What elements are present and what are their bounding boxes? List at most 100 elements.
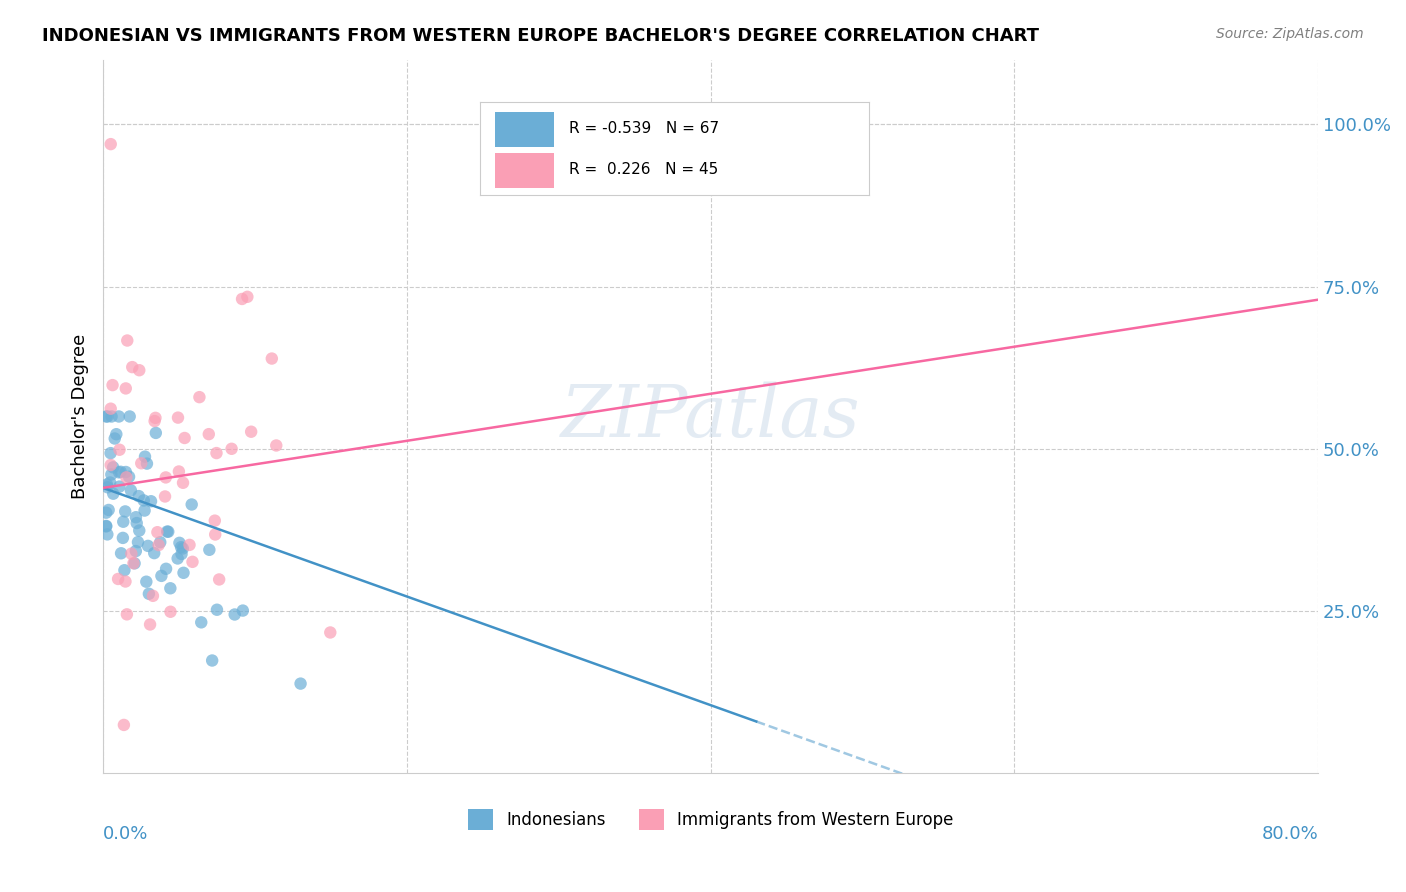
Point [208, 573, 231, 587]
Point [115, 465, 138, 479]
Point [103, 460, 125, 475]
Point [139, 494, 162, 508]
Point [142, 589, 165, 603]
Point [110, 546, 132, 560]
Point [143, 546, 166, 560]
Point [169, 536, 191, 550]
Point [181, 555, 204, 569]
Point [156, 524, 179, 539]
Point [167, 465, 190, 479]
Text: 80.0%: 80.0% [1261, 825, 1319, 843]
Point [188, 390, 211, 404]
Point [319, 625, 342, 640]
Point [108, 466, 131, 480]
Point [96, 409, 118, 424]
Point [115, 470, 138, 484]
Point [155, 562, 177, 576]
Point [112, 718, 135, 732]
Point [112, 563, 135, 577]
Point [172, 541, 194, 556]
Point [120, 483, 142, 498]
Point [138, 587, 160, 601]
Point [96, 409, 118, 424]
Point [143, 414, 166, 428]
Point [153, 490, 176, 504]
Point [108, 409, 131, 424]
Point [100, 401, 122, 416]
Point [124, 557, 146, 571]
Point [125, 516, 148, 530]
Point [100, 137, 122, 152]
Point [121, 360, 143, 375]
Point [205, 603, 228, 617]
Point [167, 410, 190, 425]
Point [264, 438, 287, 452]
Point [198, 542, 221, 557]
Point [159, 582, 181, 596]
Point [128, 363, 150, 377]
Point [236, 290, 259, 304]
Point [224, 607, 246, 622]
Point [173, 431, 195, 445]
Point [96, 527, 118, 541]
Point [118, 469, 141, 483]
Point [205, 446, 228, 460]
Text: ZIPatlas: ZIPatlas [561, 381, 860, 451]
Point [103, 486, 125, 500]
Text: 0.0%: 0.0% [103, 825, 149, 843]
Point [135, 574, 157, 589]
Point [115, 607, 138, 622]
Point [98, 475, 121, 490]
Point [157, 524, 180, 539]
Point [110, 465, 132, 479]
Point [134, 450, 156, 464]
Point [107, 572, 129, 586]
Point [136, 457, 159, 471]
Point [125, 544, 148, 558]
Point [170, 540, 193, 554]
Point [97, 480, 120, 494]
Point [201, 653, 224, 667]
Point [190, 615, 212, 630]
Point [180, 498, 202, 512]
Point [221, 442, 243, 456]
Point [118, 409, 141, 424]
Point [128, 524, 150, 538]
Point [111, 531, 134, 545]
Point [166, 551, 188, 566]
Point [232, 603, 254, 617]
Point [155, 470, 177, 484]
Point [96, 506, 118, 520]
Y-axis label: Bachelor's Degree: Bachelor's Degree [72, 334, 89, 500]
Point [150, 569, 173, 583]
Point [240, 425, 263, 439]
Point [114, 381, 136, 395]
Point [108, 480, 131, 494]
Point [149, 535, 172, 549]
Point [127, 535, 149, 549]
Text: Source: ZipAtlas.com: Source: ZipAtlas.com [1216, 27, 1364, 41]
Point [100, 446, 122, 460]
Point [122, 556, 145, 570]
Point [172, 475, 194, 490]
Point [96, 519, 118, 533]
Point [100, 467, 122, 482]
Point [159, 605, 181, 619]
Point [97, 503, 120, 517]
Point [101, 378, 124, 392]
Point [198, 427, 221, 442]
Point [129, 456, 152, 470]
Point [132, 493, 155, 508]
Point [96, 519, 118, 533]
Point [112, 515, 135, 529]
Point [125, 510, 148, 524]
Point [145, 410, 167, 425]
Point [128, 489, 150, 503]
Legend: Indonesians, Immigrants from Western Europe: Indonesians, Immigrants from Western Eur… [461, 803, 960, 837]
Point [117, 334, 139, 348]
Point [204, 527, 226, 541]
Point [136, 539, 159, 553]
Point [146, 525, 169, 540]
Point [290, 676, 312, 690]
Point [120, 547, 142, 561]
